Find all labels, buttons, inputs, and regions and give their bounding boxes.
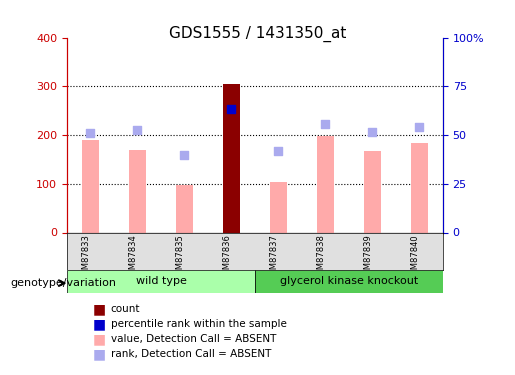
Text: GSM87838: GSM87838 <box>316 234 325 280</box>
Bar <box>223 84 239 232</box>
Text: genotype/variation: genotype/variation <box>10 278 116 288</box>
Text: GSM87840: GSM87840 <box>410 234 419 280</box>
Text: GDS1555 / 1431350_at: GDS1555 / 1431350_at <box>169 26 346 42</box>
Bar <box>270 182 287 232</box>
Bar <box>411 143 427 232</box>
Bar <box>317 136 334 232</box>
Text: GSM87839: GSM87839 <box>364 234 372 280</box>
Text: ■: ■ <box>93 332 106 346</box>
Text: rank, Detection Call = ABSENT: rank, Detection Call = ABSENT <box>111 350 271 359</box>
Text: percentile rank within the sample: percentile rank within the sample <box>111 320 287 329</box>
Bar <box>176 185 193 232</box>
Point <box>87 130 95 136</box>
Point <box>415 124 423 130</box>
Bar <box>129 150 146 232</box>
Text: count: count <box>111 304 140 314</box>
Text: glycerol kinase knockout: glycerol kinase knockout <box>280 276 418 286</box>
Text: GSM87836: GSM87836 <box>222 234 231 280</box>
Text: GSM87833: GSM87833 <box>81 234 91 280</box>
Text: value, Detection Call = ABSENT: value, Detection Call = ABSENT <box>111 334 276 344</box>
Bar <box>82 140 99 232</box>
Bar <box>255 270 443 292</box>
Point <box>368 129 376 135</box>
Text: GSM87837: GSM87837 <box>269 234 279 280</box>
Point <box>274 148 283 154</box>
Point <box>321 121 330 127</box>
Text: GSM87834: GSM87834 <box>128 234 138 280</box>
Text: ■: ■ <box>93 347 106 362</box>
Bar <box>364 151 381 232</box>
Point <box>133 127 142 133</box>
Text: ■: ■ <box>93 302 106 316</box>
Text: ■: ■ <box>93 317 106 332</box>
Bar <box>67 270 255 292</box>
Text: GSM87835: GSM87835 <box>176 234 184 280</box>
Text: wild type: wild type <box>135 276 186 286</box>
Point <box>227 106 235 112</box>
Point <box>180 153 188 159</box>
